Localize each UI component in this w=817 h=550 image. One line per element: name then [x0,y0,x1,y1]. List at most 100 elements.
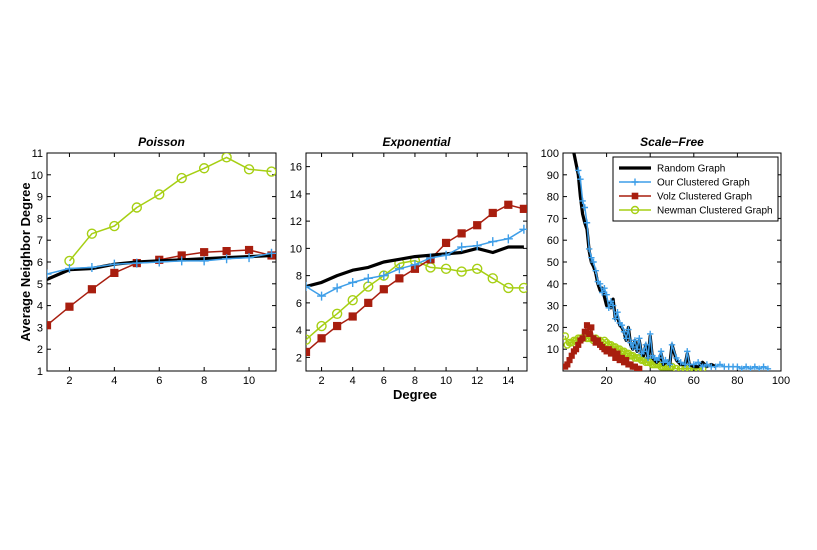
data-point-ours [625,326,632,333]
data-point-volz [200,248,209,257]
panel-title: Poisson [138,135,185,149]
data-point-volz [441,238,451,248]
series-ours [575,167,772,371]
data-point-ours [623,335,630,342]
data-point-ours [222,254,232,264]
data-point-ours [590,258,597,266]
data-point-ours [673,354,680,362]
data-point-ours [603,291,610,298]
x-tick-label: 4 [350,375,356,387]
data-point-volz [87,285,97,294]
data-point-ours [332,283,342,293]
data-point-newman [221,153,232,163]
data-point-ours [503,234,513,244]
data-point-ours [764,365,772,371]
data-point-ours [657,348,665,355]
y-tick-label: 50 [547,257,559,269]
y-tick-label: 6 [296,298,302,310]
data-point-ours [441,250,451,260]
data-point-ours [577,175,584,183]
data-point-newman [503,282,514,294]
y-tick-label: 70 [547,213,559,225]
data-point-ours [583,219,591,226]
data-point-newman [600,336,609,345]
data-point-ours [703,361,711,368]
data-point-ours [614,308,621,316]
data-point-ours [585,245,593,253]
data-point-volz [457,229,466,238]
x-axis-label: Degree [393,387,437,402]
data-point-volz [47,321,52,330]
data-point-ours [267,248,276,258]
panel-2: Exponential 2 4 6 8 10 12 14 2 4 6 8 10 12 14 16 [290,135,528,387]
data-point-ours [677,359,684,366]
data-point-newman [620,347,628,356]
data-point-newman [176,172,187,184]
y-tick-label: 10 [290,243,302,255]
legend-marker-volz [631,192,639,200]
data-point-volz [636,365,643,371]
data-point-ours [655,354,663,362]
x-tick-label: 60 [688,375,700,387]
data-point-volz [333,321,342,331]
data-point-ours [647,330,654,338]
x-tick-label: 2 [66,375,72,387]
data-point-ours [620,328,628,335]
panel-title: Exponential [382,135,451,149]
data-point-newman [487,273,498,284]
x-tick-label: 6 [381,375,387,387]
x-tick-label: 8 [412,375,418,387]
legend-label: Random Graph [657,164,725,175]
data-point-ours [154,257,164,267]
data-point-newman [109,220,120,232]
data-point-ours [472,241,482,251]
y-tick-label: 80 [547,192,559,204]
data-point-newman [602,338,611,347]
series-line-random [306,245,524,289]
data-point-ours [742,363,750,370]
data-point-newman [154,189,165,200]
data-point-ours [636,335,643,342]
data-point-ours [668,341,676,349]
x-tick-label: 40 [644,375,656,387]
data-point-newman [471,263,483,275]
data-point-ours [605,304,612,311]
data-point-volz [473,221,482,230]
data-point-ours [457,242,467,252]
data-point-volz [244,245,254,255]
data-point-ours [642,341,650,349]
y-tick-label: 30 [547,301,559,313]
data-point-ours [627,339,634,346]
legend-label: Our Clustered Graph [657,178,750,189]
legend-label: Volz Clustered Graph [657,192,752,203]
data-point-newman [456,266,467,277]
x-tick-label: 10 [243,375,255,387]
y-tick-label: 2 [296,352,302,364]
data-point-ours [519,224,527,234]
y-tick-label: 20 [547,322,559,334]
series-ours [47,248,276,279]
data-point-volz [364,298,373,307]
axes-box [305,152,528,372]
data-point-newman [440,263,452,275]
y-tick-label: 11 [32,148,43,160]
data-point-volz [504,200,513,209]
data-point-volz [586,330,593,338]
panel-3: Scale−Free 20 40 60 80 100 10 20 30 40 50 60 70 80 90 1… [541,135,791,387]
y-tick-label: 7 [37,235,43,247]
legend: Random Graph Our Clustered Graph Volz Clus… [612,156,779,222]
data-point-newman [331,308,343,319]
data-point-newman [243,164,255,175]
data-point-ours [601,284,608,292]
data-point-ours [684,348,691,355]
data-point-newman [131,202,143,213]
data-point-newman [86,228,98,239]
y-tick-label: 9 [37,192,43,204]
data-point-ours [694,359,702,366]
series-ours [306,224,527,301]
data-point-ours [760,363,767,370]
x-tick-label: 6 [156,375,162,387]
x-tick-label: 8 [201,375,207,387]
